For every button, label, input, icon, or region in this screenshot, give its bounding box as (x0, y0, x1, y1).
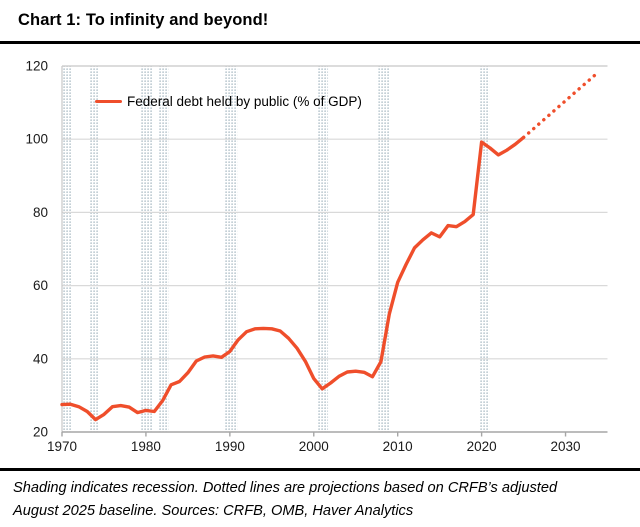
x-tick-label: 1980 (131, 439, 161, 454)
recession-band (89, 66, 99, 432)
x-tick-label: 2030 (551, 439, 581, 454)
chart-title: Chart 1: To infinity and beyond! (18, 11, 269, 29)
x-tick-label: 2020 (467, 439, 497, 454)
recession-band (158, 66, 169, 432)
recession-band (317, 66, 329, 432)
recession-band (140, 66, 153, 432)
y-tick-label: 120 (25, 59, 48, 74)
debt-line-actual (60, 135, 526, 422)
legend: Federal debt held by public (% of GDP) (95, 94, 362, 109)
debt-line-projection (521, 69, 601, 140)
recession-band (223, 66, 238, 432)
y-tick-label: 20 (33, 425, 48, 440)
debt-chart: 1970 1980 1990 2000 2010 2020 2030204060801001… (25, 59, 608, 454)
recession-band (479, 66, 490, 432)
chart-area: 1970 1980 1990 2000 2010 2020 2030 20 40 60 80 100 1… (0, 44, 640, 468)
recession-band (62, 66, 72, 432)
x-tick-label: 2010 (383, 439, 413, 454)
x-tick-label: 1970 (47, 439, 77, 454)
legend-label: Federal debt held by public (% of GDP) (127, 94, 362, 109)
y-tick-label: 40 (33, 351, 48, 366)
recession-band (378, 66, 390, 432)
legend-line-swatch (95, 99, 122, 104)
top-rule (0, 41, 640, 44)
x-tick-label: 2000 (299, 439, 329, 454)
bottom-rule (0, 468, 640, 471)
y-tick-label: 100 (25, 132, 48, 147)
x-tick-label: 1990 (215, 439, 245, 454)
footnote: Shading indicates recession. Dotted line… (13, 480, 558, 519)
y-tick-label: 60 (33, 278, 48, 293)
y-tick-label: 80 (33, 205, 48, 220)
